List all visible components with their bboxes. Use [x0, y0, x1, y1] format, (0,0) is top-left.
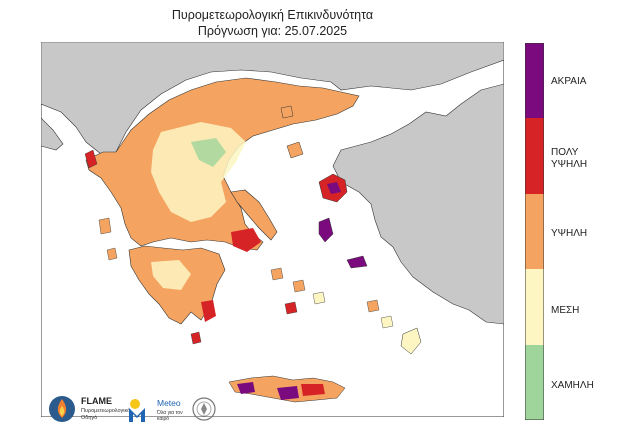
legend-label-moderate: ΜΕΣΗ — [551, 305, 580, 316]
samos — [346, 255, 368, 269]
cyclades-3 — [312, 291, 326, 305]
peloponnese-very-high — [201, 300, 216, 322]
meteo-logo-icon — [129, 399, 145, 422]
legend-colorbar — [525, 43, 544, 420]
peloponnese-moderate — [151, 260, 191, 290]
cyclades-1 — [270, 267, 284, 281]
lemnos — [286, 141, 304, 159]
dodecanese-1 — [366, 299, 380, 313]
legend-band-very-high — [525, 118, 544, 194]
legend-label-extreme: ΑΚΡΑΙΑ — [551, 76, 587, 87]
flame-logo-icon — [49, 396, 75, 422]
legend-band-high — [525, 194, 544, 269]
cyclades-2 — [292, 279, 306, 293]
map-subtitle: Πρόγνωση για: 25.07.2025 — [197, 24, 348, 38]
meteo-logo-name: Meteo — [157, 398, 181, 408]
legend-label-very-high-1: ΠΟΛΥ — [551, 147, 579, 158]
balkans-land — [41, 42, 504, 155]
map-title: Πυρομετεωρολογική Επικινδυνότητα — [171, 8, 374, 22]
flame-logo-subtitle: Πυρομετεωρολογικό Οδηγό — [81, 408, 131, 421]
mainland-low-zone — [191, 138, 226, 167]
meteo-logo-subtitle: Όλα για τον καιρό — [157, 410, 183, 422]
lesvos-extreme — [327, 182, 341, 194]
legend-label-high: ΥΨΗΛΗ — [551, 228, 588, 239]
legend-band-low — [525, 345, 544, 420]
evia — [230, 189, 278, 241]
cyclades-4 — [284, 301, 298, 315]
crete-extreme-central — [277, 386, 299, 400]
kythira — [190, 331, 202, 345]
logo-strip: FLAME Πυρομετεωρολογικό Οδηγό Meteo Όλα … — [45, 392, 225, 428]
legend-label-very-high-2: ΥΨΗΛΗ — [551, 159, 588, 170]
risk-map — [41, 42, 504, 417]
chios — [318, 217, 334, 243]
crete-extreme-west — [237, 382, 255, 394]
legend-band-extreme — [525, 43, 544, 118]
zakynthos — [106, 247, 118, 261]
attica-high — [231, 228, 261, 252]
legend-band-moderate — [525, 269, 544, 345]
rhodes — [400, 327, 422, 355]
flame-logo-name: FLAME — [81, 396, 112, 406]
dodecanese-2 — [380, 315, 394, 329]
thasos — [280, 105, 294, 119]
italy-land — [41, 117, 64, 151]
turkey-land — [332, 83, 504, 325]
legend-label-low: ΧΑΜΗΛΗ — [551, 380, 594, 391]
kefalonia — [98, 217, 112, 235]
corfu — [84, 149, 98, 169]
crete-very-high — [301, 384, 325, 396]
institution-seal-icon — [192, 397, 216, 421]
